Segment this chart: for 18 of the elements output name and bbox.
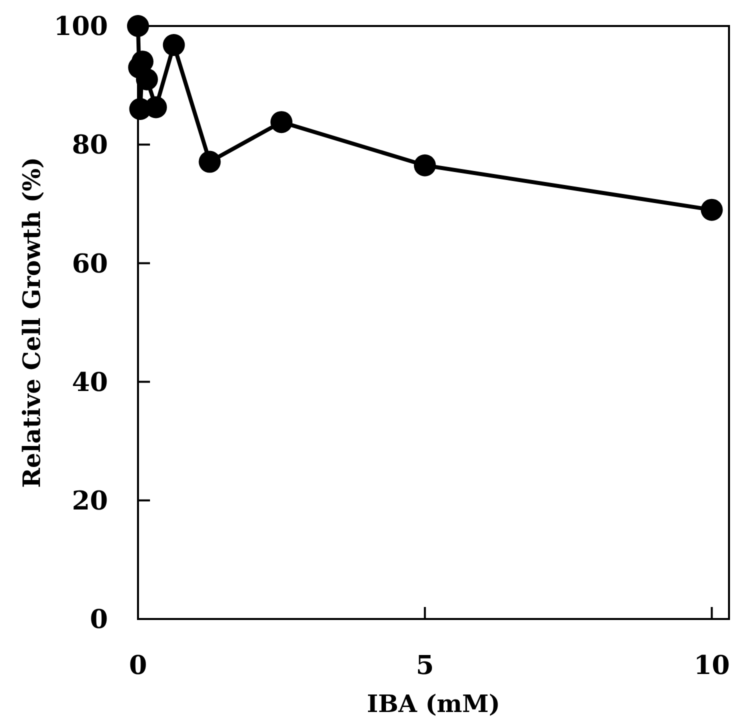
x-axis-title: IBA (mM) [366,689,500,718]
point [127,15,149,37]
y-tick-label: 40 [72,368,108,398]
y-tick-label: 100 [54,12,108,42]
y-tick-label: 0 [90,605,108,636]
point [136,68,158,90]
point [162,34,185,56]
y-tick-label: 20 [72,486,108,516]
x-tick-label: 10 [694,651,730,681]
y-tick-label: 80 [72,130,108,161]
point [198,150,221,173]
point [700,198,723,221]
point [414,154,436,176]
y-tick-label: 60 [72,249,108,280]
point [270,111,292,134]
y-axis-title: Relative Cell Growth (%) [17,157,46,488]
x-tick-label: 5 [416,651,434,681]
x-tick-label: 0 [128,651,148,681]
